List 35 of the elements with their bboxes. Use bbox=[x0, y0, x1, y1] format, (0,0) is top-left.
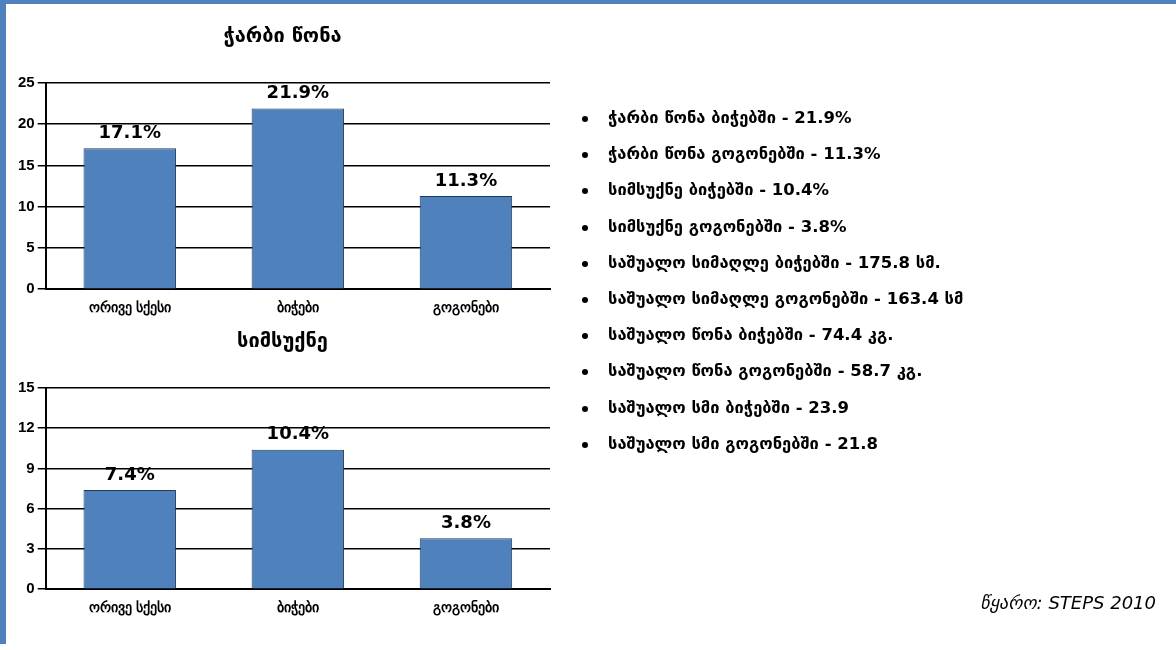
text: ჭარბი წონა ბიჭებში - 21.9% bbox=[608, 107, 853, 129]
y-tick-label: 15 bbox=[18, 378, 35, 396]
text: საშუალო წონა ბიჭებში - 74.4 კგ. bbox=[608, 324, 895, 347]
x-tick-label: ორივე სქესი bbox=[88, 299, 171, 317]
text: სიმსუქნე ბიჭებში - 10.4% bbox=[608, 179, 831, 202]
y-tick-label: 20 bbox=[18, 114, 35, 132]
x-tick-label: ბიჭები bbox=[276, 599, 319, 617]
text: საშუალო სმი გოგონებში - 21.8 bbox=[608, 432, 879, 455]
x-tick-label: ბიჭები bbox=[276, 299, 319, 317]
chart-title: სიმსუქნე bbox=[237, 328, 328, 353]
y-tick-label: 6 bbox=[26, 498, 35, 516]
chart-title: ჭარბი წონა bbox=[223, 23, 342, 48]
y-tick-label: 5 bbox=[26, 238, 35, 256]
data-label: 21.9% bbox=[266, 81, 330, 103]
y-tick-label: 9 bbox=[26, 458, 35, 476]
y-tick-label: 0 bbox=[26, 579, 35, 597]
data-label: 11.3% bbox=[434, 168, 498, 190]
data-label: 3.8% bbox=[440, 510, 491, 532]
x-tick-label: ორივე სქესი bbox=[88, 599, 171, 617]
text: სიმსუქნე გოგონებში - 3.8% bbox=[608, 215, 848, 238]
text: საშუალო სიმაღლე ბიჭებში - 175.8 სმ. bbox=[608, 251, 942, 274]
y-tick-label: 10 bbox=[18, 196, 35, 214]
data-label: 17.1% bbox=[98, 120, 161, 142]
y-tick-label: 12 bbox=[18, 418, 35, 436]
y-tick-label: 0 bbox=[26, 279, 35, 297]
text: საშუალო წონა გოგონებში - 58.7 კგ. bbox=[608, 360, 924, 383]
text: საშუალო სმი ბიჭებში - 23.9 bbox=[608, 396, 851, 419]
text: წყარო: STEPS 2010 bbox=[980, 592, 1156, 613]
y-tick-label: 25 bbox=[18, 73, 35, 91]
x-tick-label: გოგონები bbox=[432, 299, 499, 317]
text: ჭარბი წონა გოგონებში - 11.3% bbox=[608, 143, 882, 166]
text: საშუალო სიმაღლე გოგონებში - 163.4 სმ bbox=[608, 288, 965, 310]
y-tick-label: 15 bbox=[18, 155, 35, 173]
x-tick-label: გოგონები bbox=[432, 599, 499, 617]
y-tick-label: 3 bbox=[26, 539, 35, 557]
